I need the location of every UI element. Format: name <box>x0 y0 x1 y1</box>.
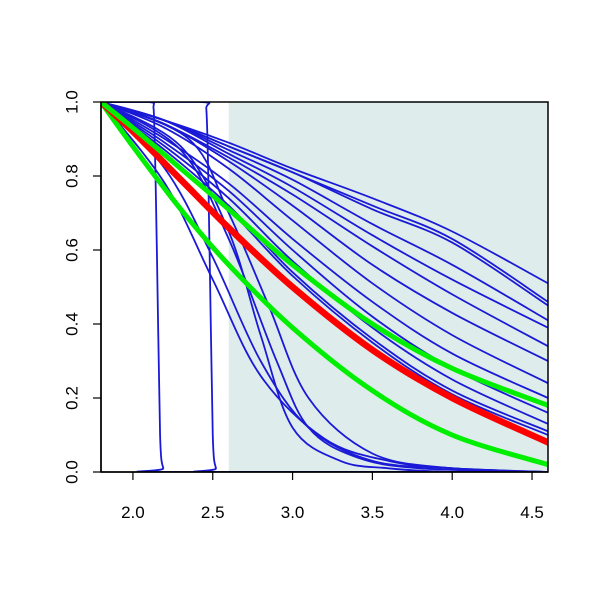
blue-curve-10 <box>101 102 548 425</box>
y-tick-label: 0.4 <box>62 312 81 336</box>
blue-curve-13 <box>101 102 548 385</box>
green-curve-21 <box>101 102 548 468</box>
y-tick-label: 1.0 <box>62 90 81 114</box>
y-tick-label: 0.2 <box>62 386 81 410</box>
y-tick-label: 0.0 <box>62 460 81 484</box>
blue-curve-20 <box>101 102 548 285</box>
x-tick-label: 4.0 <box>440 503 464 522</box>
y-axis: 0.0 0.2 0.4 0.6 0.8 1.0 <box>62 90 102 484</box>
blue-curve-2 <box>101 102 548 472</box>
red-curve-22 <box>101 102 548 446</box>
y-tick-label: 0.8 <box>62 164 81 188</box>
y-tick-label: 0.6 <box>62 238 81 262</box>
green-curve-23 <box>101 102 548 408</box>
blue-curve-8 <box>101 102 548 433</box>
x-tick-label: 3.5 <box>361 503 385 522</box>
blue-curve-1 <box>101 102 548 472</box>
blue-curve-12 <box>101 102 548 399</box>
x-tick-label: 2.0 <box>121 503 145 522</box>
x-axis: 2.0 2.5 3.0 3.5 4.0 4.5 <box>101 471 548 522</box>
x-tick-label: 4.5 <box>520 503 544 522</box>
blue-curve-15 <box>101 102 548 348</box>
x-tick-label: 3.0 <box>281 503 305 522</box>
x-tick-label: 2.5 <box>201 503 225 522</box>
